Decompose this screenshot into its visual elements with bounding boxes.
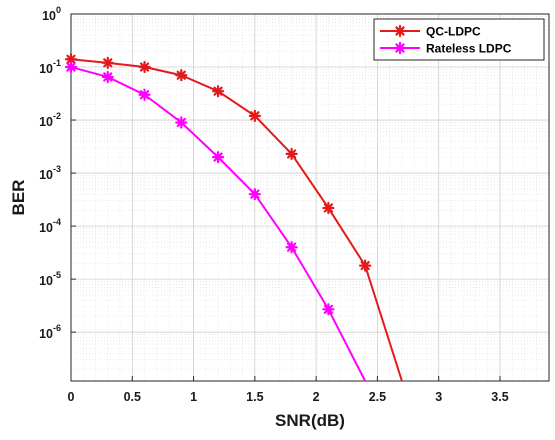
data-point: [138, 60, 151, 74]
x-axis-label: SNR(dB): [275, 411, 345, 430]
series-line: [70, 58, 403, 382]
data-point: [285, 241, 298, 254]
data-point: [64, 53, 78, 66]
data-point: [322, 303, 335, 316]
y-axis-label: BER: [9, 180, 28, 216]
x-tick-label: 0.5: [124, 390, 141, 404]
y-tick-base: 10: [39, 168, 53, 182]
data-point: [322, 201, 335, 215]
series-1: [64, 53, 403, 382]
data-point: [248, 188, 261, 201]
y-tick-exponent: -1: [53, 58, 61, 68]
legend-label: Rateless LDPC: [426, 42, 512, 56]
y-tick-base: 10: [39, 327, 53, 341]
y-tick-label: 100: [42, 5, 61, 23]
plot-frame: [70, 13, 550, 382]
data-point: [211, 151, 225, 164]
x-tick-label: 2.5: [369, 390, 386, 404]
x-tick-label: 2: [313, 390, 320, 404]
x-tick-label: 1.5: [246, 390, 263, 404]
y-tick-label: 10-5: [39, 270, 61, 288]
x-tick-label: 3: [435, 390, 442, 404]
legend-item: Rateless LDPC: [380, 42, 512, 56]
tick-layer: 0 0.5 1 1.5 2 2.5 3 3.510010-110-210-310-410-51…: [39, 5, 509, 404]
y-tick-label: 10-1: [39, 58, 61, 76]
y-tick-base: 10: [39, 274, 53, 288]
x-tick-label: 1: [190, 390, 197, 404]
y-tick-exponent: 0: [56, 5, 61, 15]
data-point: [285, 147, 298, 161]
x-tick-label: 3.5: [491, 390, 508, 404]
data-point: [175, 69, 188, 82]
y-tick-base: 10: [42, 9, 56, 23]
y-tick-base: 10: [39, 115, 53, 129]
y-tick-base: 10: [39, 62, 53, 76]
data-point: [64, 60, 78, 74]
series-2: [64, 60, 367, 382]
y-tick-exponent: -4: [53, 217, 61, 227]
data-point: [138, 88, 151, 101]
y-tick-label: 10-4: [39, 217, 61, 235]
legend-label: QC-LDPC: [426, 25, 481, 39]
y-tick-exponent: -2: [53, 111, 61, 121]
legend-marker: [393, 41, 407, 55]
y-tick-base: 10: [39, 221, 53, 235]
series-layer: [64, 53, 403, 382]
legend: QC-LDPC Rateless LDPC: [373, 18, 545, 61]
y-tick-label: 10-2: [39, 111, 61, 129]
legend-item: QC-LDPC: [380, 25, 481, 39]
y-tick-label: 10-6: [39, 323, 61, 341]
y-tick-label: 10-3: [39, 164, 61, 182]
legend-marker: [393, 24, 407, 38]
legend-box: [373, 18, 545, 61]
data-point: [101, 56, 114, 69]
data-point: [359, 259, 372, 272]
x-tick-label: 0: [68, 390, 75, 404]
data-point: [101, 70, 114, 84]
data-point: [211, 85, 225, 98]
data-point: [175, 116, 188, 129]
y-tick-exponent: -3: [53, 164, 61, 174]
data-point: [248, 109, 261, 122]
y-tick-exponent: -6: [53, 323, 61, 333]
y-tick-exponent: -5: [53, 270, 61, 280]
